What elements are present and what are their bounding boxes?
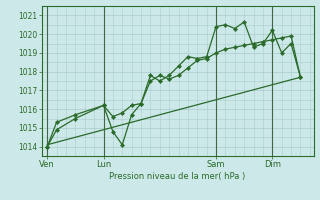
X-axis label: Pression niveau de la mer( hPa ): Pression niveau de la mer( hPa ) [109,172,246,181]
